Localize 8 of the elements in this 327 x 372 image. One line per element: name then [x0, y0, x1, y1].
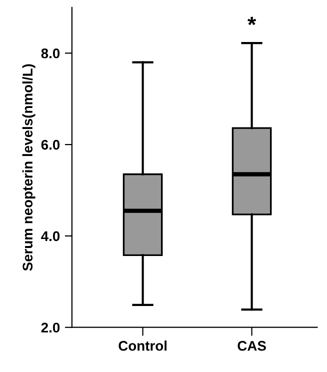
x-tick-label: Control: [118, 340, 166, 351]
y-tick-label: 4.0: [41, 231, 60, 242]
y-tick-label: 2.0: [41, 322, 60, 333]
annotation: *: [248, 16, 256, 26]
y-tick-label: 6.0: [41, 140, 60, 150]
x-tick-label: CAS: [238, 340, 266, 351]
y-axis-title: Serum neopterin levels(nmol/L): [22, 64, 36, 271]
y-tick-label: 8.0: [41, 48, 60, 58]
